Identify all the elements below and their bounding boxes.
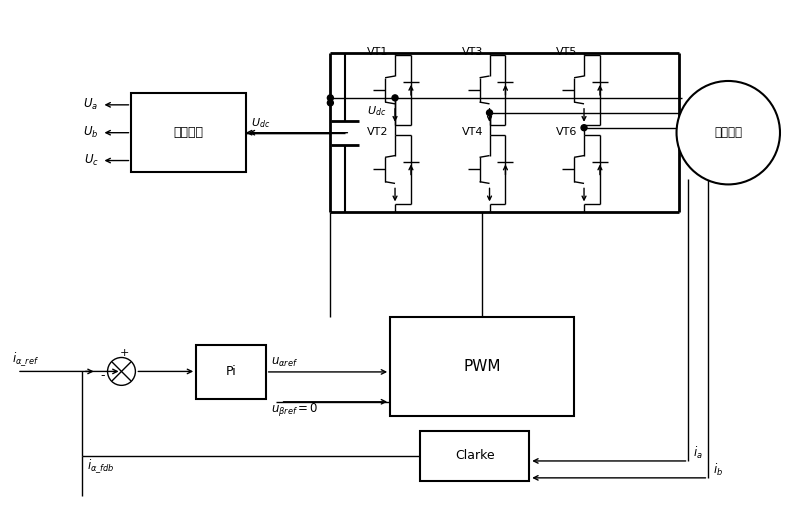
Circle shape: [581, 125, 587, 131]
Circle shape: [107, 357, 135, 385]
Text: VT2: VT2: [367, 126, 389, 136]
Circle shape: [486, 110, 493, 116]
Text: $u_{\beta ref}=0$: $u_{\beta ref}=0$: [270, 401, 318, 418]
Text: $U_b$: $U_b$: [83, 125, 98, 140]
Text: $U_{dc}$: $U_{dc}$: [367, 104, 386, 118]
Text: +: +: [120, 347, 129, 357]
Text: $U_{dc}$: $U_{dc}$: [250, 116, 270, 130]
Text: VT1: VT1: [367, 47, 389, 57]
Text: $i_a$: $i_a$: [694, 445, 703, 461]
Circle shape: [392, 95, 398, 101]
Circle shape: [677, 81, 780, 184]
Circle shape: [327, 95, 334, 101]
Bar: [390, 317, 574, 416]
Text: -: -: [100, 369, 105, 382]
Text: PWM: PWM: [463, 359, 501, 374]
Text: 感应电机: 感应电机: [714, 126, 742, 139]
Text: VT5: VT5: [556, 47, 578, 57]
Text: $U_c$: $U_c$: [83, 153, 98, 168]
Text: Pi: Pi: [226, 365, 236, 378]
Text: 电压重构: 电压重构: [174, 126, 204, 139]
Text: $i_{\alpha\_fdb}$: $i_{\alpha\_fdb}$: [86, 457, 114, 475]
Bar: [131, 93, 246, 172]
Text: $i_b$: $i_b$: [714, 462, 723, 478]
Circle shape: [327, 100, 334, 106]
Text: Clarke: Clarke: [454, 450, 494, 463]
Text: VT4: VT4: [462, 126, 483, 136]
Bar: [196, 345, 266, 399]
Bar: [420, 431, 530, 481]
Text: $u_{\alpha ref}$: $u_{\alpha ref}$: [270, 355, 298, 368]
Text: VT6: VT6: [556, 126, 578, 136]
Text: $U_a$: $U_a$: [83, 97, 98, 112]
Text: VT3: VT3: [462, 47, 483, 57]
Text: $i_{\alpha\_ref}$: $i_{\alpha\_ref}$: [12, 350, 39, 368]
